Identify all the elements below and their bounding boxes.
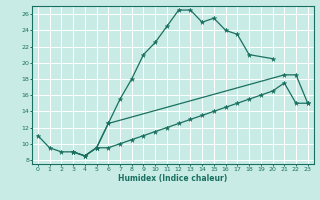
X-axis label: Humidex (Indice chaleur): Humidex (Indice chaleur) [118,174,228,183]
